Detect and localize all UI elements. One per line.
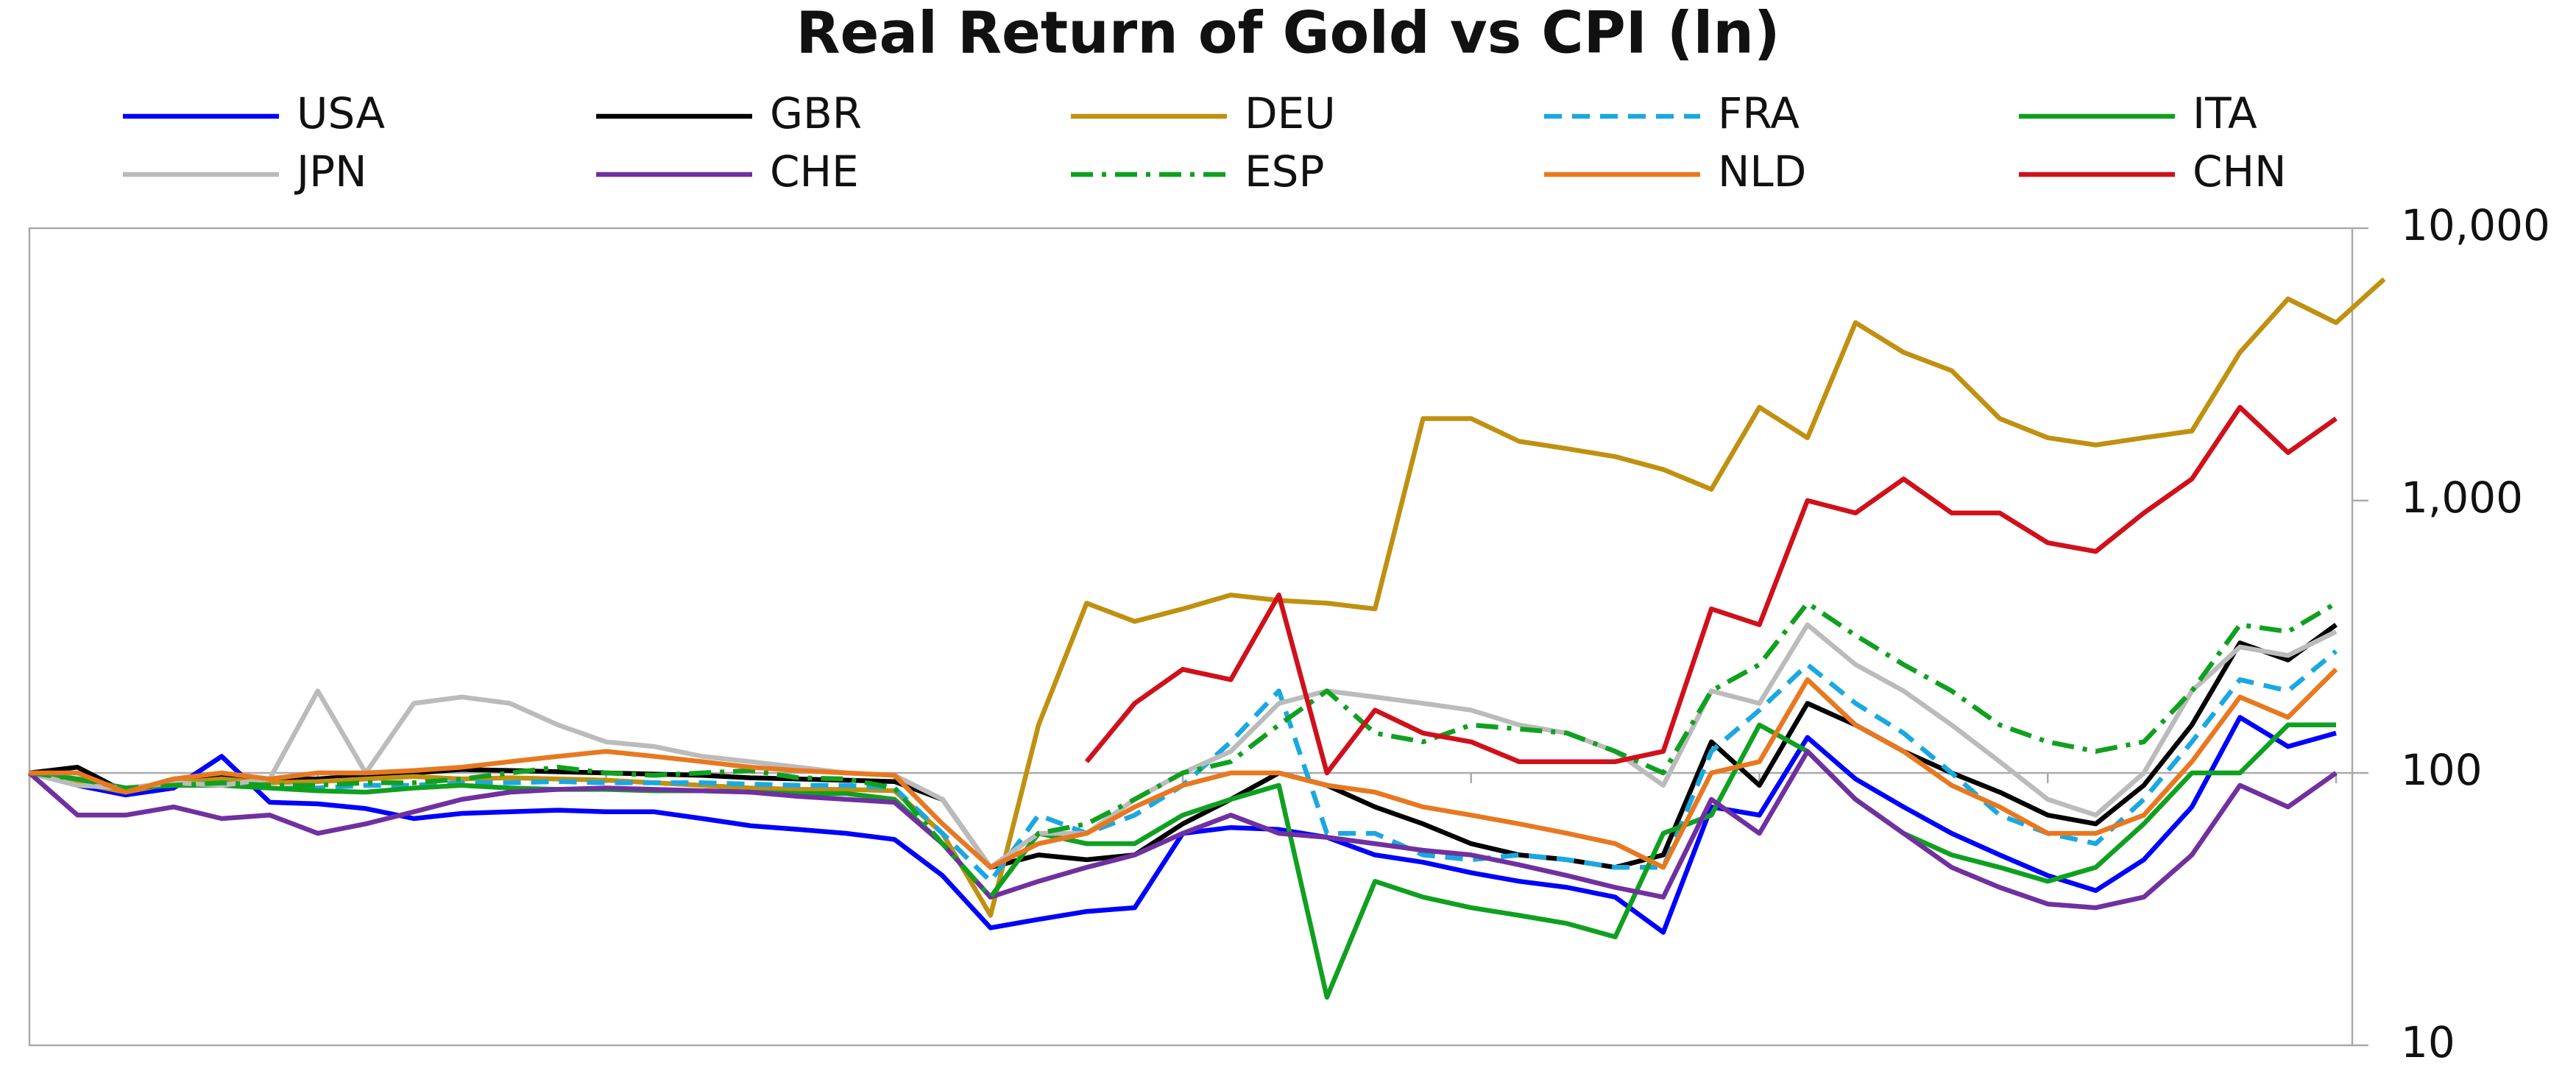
legend-label: NLD [1718,146,1806,197]
series-line [27,749,2338,911]
legend-label: JPN [294,146,367,197]
legend-label: CHE [770,146,859,197]
legend-label: ESP [1245,146,1324,197]
y-tick-label: 1,000 [2401,473,2523,523]
legend-label: DEU [1245,88,1336,138]
y-tick-label: 10 [2401,1017,2455,1067]
series-line [29,668,2338,870]
legend-label: USA [297,88,385,138]
y-tick-label: 100 [2401,745,2483,795]
series-line [1084,405,2338,776]
legend-label: GBR [770,88,862,138]
legend-label: ITA [2193,88,2257,138]
series-line [29,601,2338,900]
legend-label: FRA [1718,88,1800,138]
legend-label: CHN [2193,146,2287,197]
series-line [29,722,2336,1000]
plot-frame [28,227,2354,1047]
chart-title: Real Return of Gold vs CPI (ln) [796,0,1780,66]
series-line [29,277,2386,918]
y-tick-label: 10,000 [2401,200,2550,250]
series-line [29,649,2338,884]
